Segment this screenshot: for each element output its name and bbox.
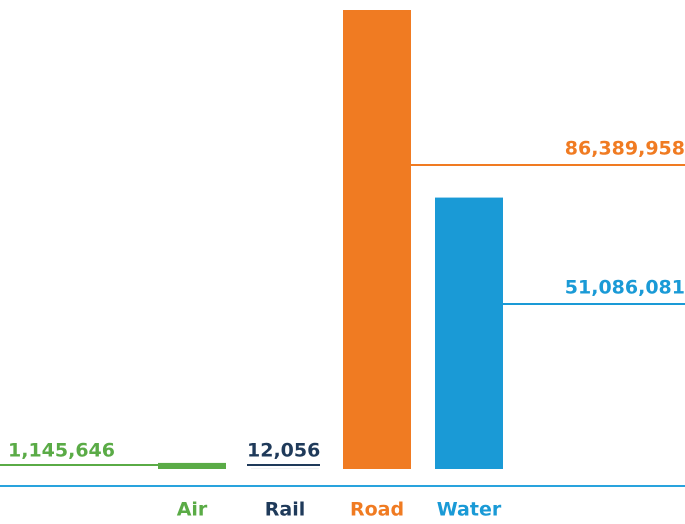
category-label: Road <box>350 499 404 521</box>
value-label: 12,056 <box>247 440 320 462</box>
category-label: Water <box>437 499 502 521</box>
value-label: 51,086,081 <box>565 277 685 299</box>
category-label: Rail <box>265 499 305 521</box>
bar <box>158 462 226 469</box>
category-label: Air <box>177 499 208 521</box>
bar <box>343 10 411 469</box>
bar <box>435 197 503 469</box>
value-label: 86,389,958 <box>565 138 685 160</box>
value-label: 1,145,646 <box>8 440 115 462</box>
